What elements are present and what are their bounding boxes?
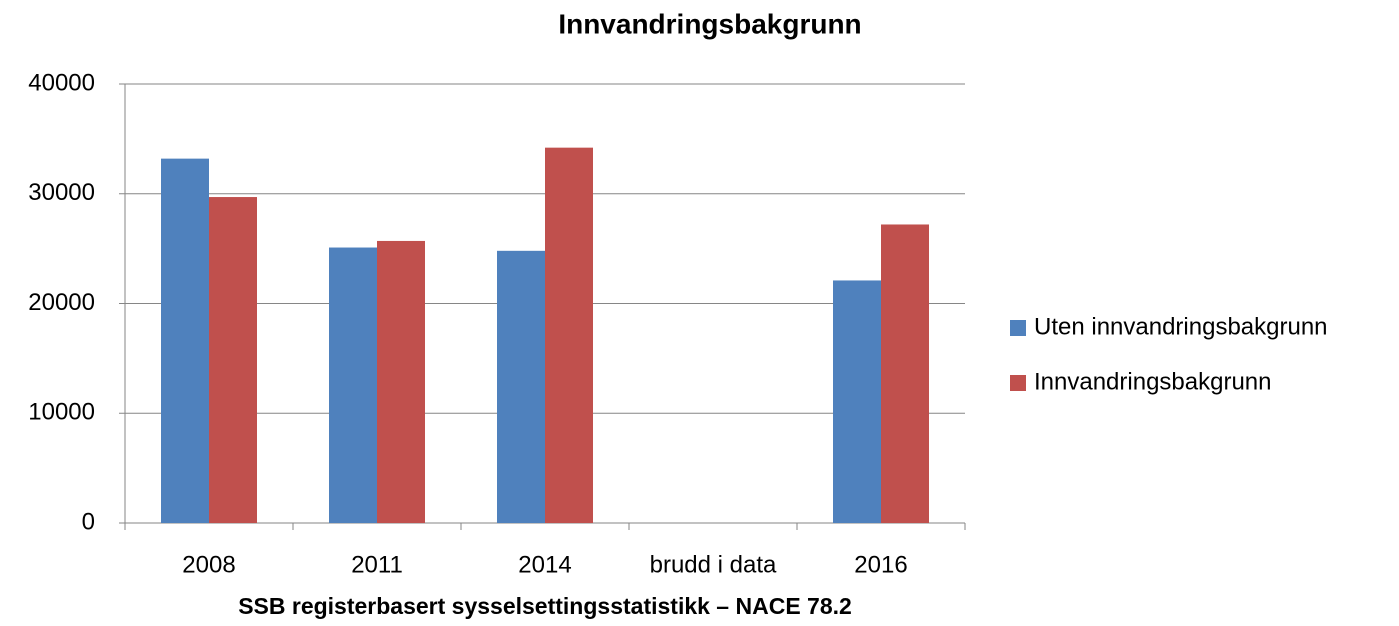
x-tick-label: 2008: [182, 551, 235, 578]
legend-label: Uten innvandringsbakgrunn: [1034, 313, 1328, 340]
legend-label: Innvandringsbakgrunn: [1034, 368, 1272, 395]
y-tick-label: 20000: [28, 289, 95, 316]
y-tick-label: 30000: [28, 179, 95, 206]
x-tick-label: 2016: [854, 551, 907, 578]
bar: [497, 250, 545, 523]
chart-title: Innvandringsbakgrunn: [558, 8, 861, 39]
x-axis-label: SSB registerbasert sysselsettingsstatist…: [238, 593, 852, 619]
x-tick-label: brudd i data: [650, 551, 777, 578]
bar: [161, 158, 209, 523]
bar: [377, 240, 425, 523]
bar: [833, 280, 881, 523]
bar: [209, 197, 257, 524]
bar: [329, 247, 377, 523]
x-tick-label: 2011: [351, 551, 403, 578]
y-tick-label: 10000: [28, 399, 95, 426]
bar: [881, 224, 929, 524]
y-tick-label: 0: [82, 508, 95, 535]
legend-swatch: [1010, 320, 1026, 336]
legend-swatch: [1010, 375, 1026, 391]
y-tick-label: 40000: [28, 69, 95, 96]
bar: [545, 147, 593, 523]
x-tick-label: 2014: [518, 551, 571, 578]
